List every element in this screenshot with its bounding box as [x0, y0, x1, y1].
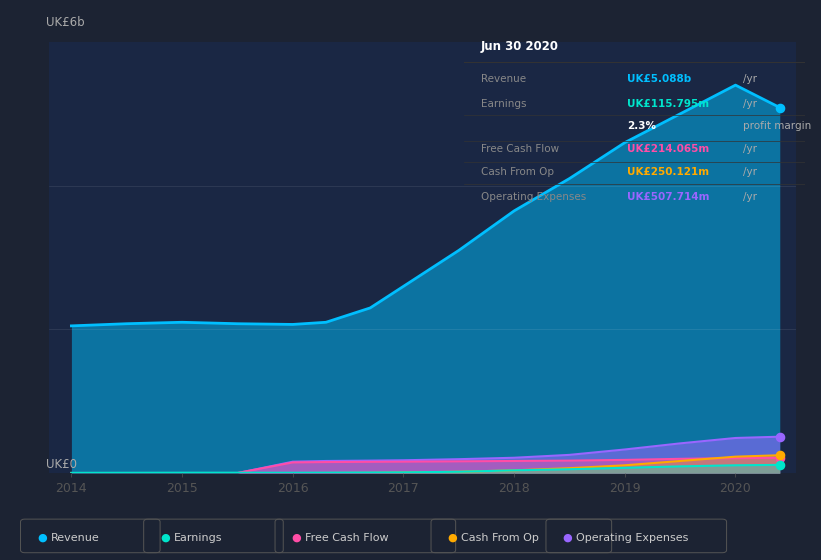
- Text: UK£6b: UK£6b: [45, 16, 84, 29]
- Text: Operating Expenses: Operating Expenses: [576, 533, 689, 543]
- Text: Free Cash Flow: Free Cash Flow: [305, 533, 389, 543]
- Text: UK£507.714m: UK£507.714m: [627, 192, 710, 202]
- Text: 2.3%: 2.3%: [627, 122, 657, 132]
- Text: UK£214.065m: UK£214.065m: [627, 144, 709, 154]
- Text: ●: ●: [37, 533, 47, 543]
- Text: UK£115.795m: UK£115.795m: [627, 99, 709, 109]
- Text: /yr: /yr: [743, 167, 757, 178]
- Text: ●: ●: [447, 533, 457, 543]
- Text: Earnings: Earnings: [174, 533, 222, 543]
- Text: profit margin: profit margin: [743, 122, 811, 132]
- Text: ●: ●: [291, 533, 301, 543]
- Point: [773, 432, 787, 441]
- Text: Earnings: Earnings: [481, 99, 526, 109]
- Text: UK£0: UK£0: [45, 458, 76, 471]
- Text: Operating Expenses: Operating Expenses: [481, 192, 586, 202]
- Point: [773, 460, 787, 469]
- Text: Cash From Op: Cash From Op: [481, 167, 554, 178]
- Point: [773, 454, 787, 463]
- Text: /yr: /yr: [743, 192, 757, 202]
- Text: Revenue: Revenue: [51, 533, 99, 543]
- Text: UK£250.121m: UK£250.121m: [627, 167, 709, 178]
- Text: /yr: /yr: [743, 74, 757, 83]
- Text: Free Cash Flow: Free Cash Flow: [481, 144, 559, 154]
- Text: Revenue: Revenue: [481, 74, 526, 83]
- Text: UK£5.088b: UK£5.088b: [627, 74, 691, 83]
- Text: Jun 30 2020: Jun 30 2020: [481, 40, 559, 53]
- Text: ●: ●: [562, 533, 572, 543]
- Text: Cash From Op: Cash From Op: [461, 533, 539, 543]
- Point: [773, 103, 787, 112]
- Point: [773, 451, 787, 460]
- Text: /yr: /yr: [743, 99, 757, 109]
- Text: ●: ●: [160, 533, 170, 543]
- Text: /yr: /yr: [743, 144, 757, 154]
